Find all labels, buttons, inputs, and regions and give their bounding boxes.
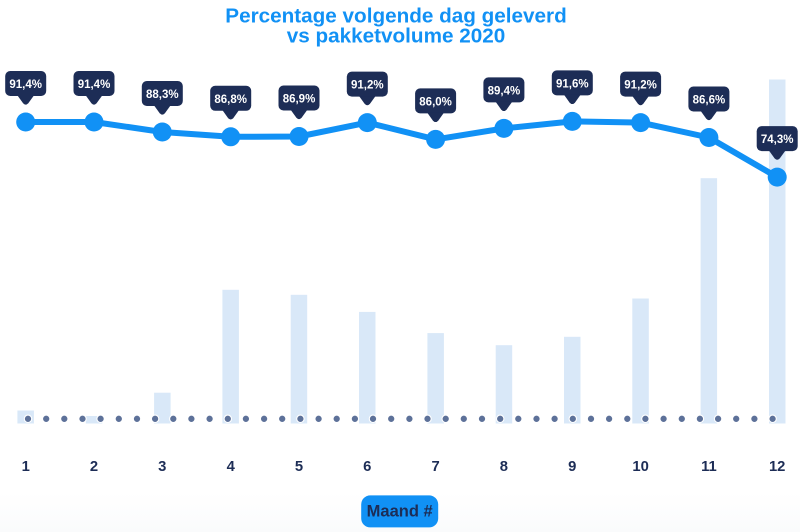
svg-text:91,6%: 91,6% (556, 78, 589, 90)
svg-text:91,4%: 91,4% (78, 79, 111, 91)
svg-text:7: 7 (431, 459, 439, 475)
svg-text:86,6%: 86,6% (693, 95, 726, 107)
svg-text:86,8%: 86,8% (214, 94, 247, 106)
svg-text:10: 10 (632, 459, 648, 475)
svg-text:12: 12 (769, 459, 785, 475)
svg-text:91,2%: 91,2% (351, 80, 384, 92)
svg-text:3: 3 (158, 459, 166, 475)
svg-text:91,2%: 91,2% (624, 80, 657, 92)
svg-text:6: 6 (363, 459, 371, 475)
svg-text:5: 5 (295, 459, 303, 475)
svg-text:Percentage volgende dag geleve: Percentage volgende dag geleverd (225, 5, 566, 28)
svg-text:vs pakketvolume 2020: vs pakketvolume 2020 (287, 25, 506, 48)
svg-text:86,9%: 86,9% (283, 94, 316, 106)
svg-text:4: 4 (227, 459, 236, 475)
svg-text:86,0%: 86,0% (419, 96, 452, 108)
svg-text:89,4%: 89,4% (488, 85, 521, 97)
svg-text:1: 1 (22, 459, 30, 475)
svg-text:74,3%: 74,3% (761, 134, 794, 146)
svg-text:8: 8 (500, 459, 508, 475)
svg-text:11: 11 (701, 459, 717, 475)
svg-text:9: 9 (568, 459, 576, 475)
svg-text:88,3%: 88,3% (146, 89, 179, 101)
svg-text:Maand #: Maand # (367, 503, 433, 521)
svg-text:2: 2 (90, 459, 98, 475)
svg-text:91,4%: 91,4% (9, 79, 42, 91)
